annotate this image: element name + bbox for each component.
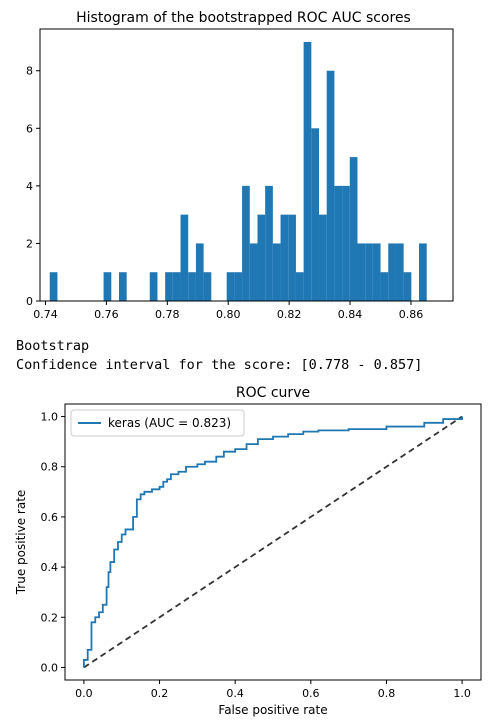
histogram-y-tick-label: 6 — [26, 122, 33, 135]
histogram-bar — [180, 214, 189, 301]
histogram-y-tick-label: 8 — [26, 65, 33, 78]
histogram-bar — [280, 214, 289, 301]
roc-x-tick-label: 0.4 — [226, 687, 244, 700]
histogram-y-tick-label: 0 — [26, 295, 33, 308]
roc-y-ticks: 0.0 0.2 0.4 0.6 0.8 1.0 — [41, 411, 65, 674]
histogram-bar — [234, 272, 243, 301]
roc-chart: ROC curve 0.0 0.2 0.4 0.6 0.8 1.0 0.00.20.40.… — [14, 385, 482, 717]
histogram-bar — [295, 272, 304, 301]
histogram-bar — [165, 272, 173, 301]
roc-x-tick-label: 1.0 — [453, 687, 471, 700]
roc-y-axis-label: True positive rate — [14, 490, 28, 596]
roc-y-tick-label: 0.6 — [41, 511, 59, 524]
roc-chance-line — [83, 415, 463, 669]
roc-x-tick-label: 0.6 — [302, 687, 320, 700]
roc-x-ticks: 0.0 0.2 0.4 0.6 0.8 1.0 — [75, 680, 471, 700]
roc-lines — [83, 415, 463, 669]
histogram-bar — [288, 214, 296, 301]
console-output: Bootstrap Confidence interval for the sc… — [16, 337, 422, 375]
histogram-x-tick-label: 0.76 — [94, 308, 119, 321]
histogram-bar — [149, 272, 158, 301]
histogram-bar — [265, 185, 273, 301]
histogram-y-ticks: 0 2 4 6 8 — [26, 65, 40, 308]
histogram-bar — [242, 185, 250, 301]
histogram-bar — [365, 243, 373, 301]
roc-x-axis-label: False positive rate — [218, 703, 327, 717]
histogram-bar — [319, 214, 327, 301]
roc-title: ROC curve — [236, 385, 310, 401]
histogram-bar — [303, 41, 312, 301]
roc-curve-line — [83, 416, 463, 668]
histogram-bar — [188, 272, 196, 301]
histogram-y-tick-label: 4 — [26, 180, 33, 193]
roc-legend: keras (AUC = 0.823) — [70, 409, 245, 437]
histogram-bar — [203, 272, 212, 301]
roc-y-tick-label: 0.4 — [41, 561, 59, 574]
histogram-x-ticks: 0.74 0.76 0.78 0.80 0.82 0.84 0.86 — [33, 301, 423, 321]
histogram-bar — [403, 272, 412, 301]
histogram-bar — [380, 272, 389, 301]
histogram-bar — [388, 243, 396, 301]
histogram-y-tick-label: 2 — [26, 237, 33, 250]
histogram-bar — [172, 272, 181, 301]
roc-legend-label: keras (AUC = 0.823) — [108, 416, 231, 430]
histogram-x-tick-label: 0.80 — [216, 308, 241, 321]
histogram-bar — [257, 214, 266, 301]
histogram-bar — [326, 70, 335, 302]
histogram-bar — [419, 243, 427, 301]
histogram-bar — [249, 243, 258, 301]
histogram-bar — [195, 243, 204, 301]
console-line-confidence-interval: Confidence interval for the score: [0.77… — [16, 357, 423, 373]
histogram-bar — [334, 185, 343, 301]
histogram-bar — [272, 243, 281, 301]
histogram-x-tick-label: 0.84 — [338, 308, 363, 321]
roc-axes-frame — [64, 403, 482, 681]
histogram-x-tick-label: 0.74 — [33, 308, 58, 321]
histogram-x-tick-label: 0.78 — [155, 308, 180, 321]
histogram-bar — [49, 272, 58, 301]
histogram-bar — [342, 185, 350, 301]
console-line-bootstrap: Bootstrap — [16, 338, 90, 354]
roc-x-tick-label: 0.2 — [151, 687, 169, 700]
roc-y-tick-label: 0.8 — [41, 461, 59, 474]
histogram-x-tick-label: 0.82 — [277, 308, 302, 321]
histogram-axes-frame — [39, 28, 454, 302]
histogram-x-tick-label: 0.86 — [399, 308, 424, 321]
histogram-bar — [311, 128, 320, 301]
histogram-title: Histogram of the bootstrapped ROC AUC sc… — [76, 10, 411, 26]
roc-y-tick-label: 1.0 — [41, 411, 59, 424]
histogram-bars — [49, 41, 427, 302]
roc-x-tick-label: 0.0 — [75, 687, 93, 700]
roc-y-tick-label: 0.2 — [41, 611, 59, 624]
roc-legend-box — [70, 409, 245, 437]
histogram-bar — [103, 272, 112, 301]
histogram-bar — [372, 243, 381, 301]
histogram-chart: Histogram of the bootstrapped ROC AUC sc… — [26, 10, 454, 321]
histogram-bar — [357, 243, 366, 301]
histogram-bar — [226, 272, 235, 301]
roc-y-tick-label: 0.0 — [41, 661, 59, 674]
histogram-bar — [349, 157, 358, 301]
histogram-bar — [395, 243, 404, 301]
roc-x-tick-label: 0.8 — [378, 687, 396, 700]
histogram-bar — [118, 272, 127, 301]
